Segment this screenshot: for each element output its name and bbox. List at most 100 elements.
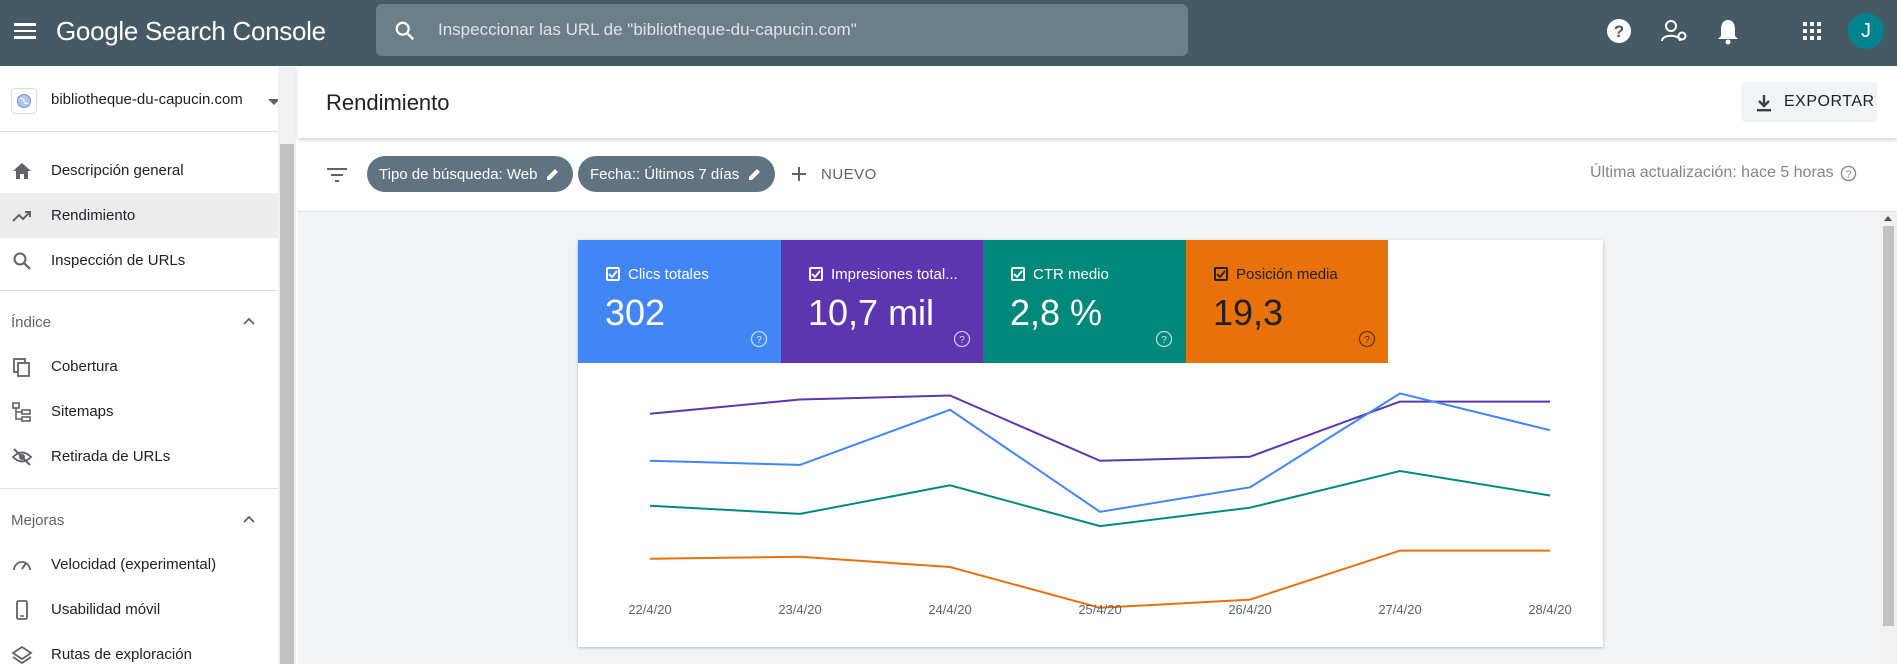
sidebar-item-url-inspection[interactable]: Inspección de URLs	[0, 238, 278, 283]
x-tick-label: 23/4/20	[778, 602, 821, 617]
section-enhancements-header[interactable]: Mejoras	[0, 498, 278, 542]
main-menu-icon[interactable]	[12, 19, 38, 45]
download-icon	[1757, 95, 1771, 112]
export-button[interactable]: EXPORTAR	[1741, 82, 1877, 122]
search-icon	[395, 21, 415, 41]
help-circle-icon[interactable]: ?	[1840, 165, 1857, 182]
coverage-icon	[13, 358, 30, 377]
chart-series-line	[649, 469, 1551, 528]
account-avatar[interactable]: J	[1848, 13, 1884, 49]
help-circle-icon[interactable]: ?	[1155, 330, 1173, 348]
divider	[0, 488, 278, 489]
section-title: Mejoras	[11, 512, 65, 529]
chevron-up-icon	[243, 317, 255, 325]
visibility-off-icon	[11, 448, 33, 466]
filter-bar: Tipo de búsqueda: Web Fecha:: Últimos 7 …	[298, 138, 1897, 212]
metric-label: Posición media	[1236, 266, 1338, 283]
checkbox-checked-icon[interactable]	[1214, 267, 1228, 281]
divider	[0, 290, 278, 291]
sidebar-item-overview[interactable]: Descripción general	[0, 148, 278, 193]
checkbox-checked-icon[interactable]	[606, 267, 620, 281]
sidebar-item-performance[interactable]: Rendimiento	[0, 193, 278, 238]
chart-series-line	[649, 392, 1551, 513]
search-type-filter-chip[interactable]: Tipo de búsqueda: Web	[367, 156, 574, 192]
property-selector[interactable]: bibliotheque-du-capucin.com	[0, 66, 279, 132]
top-bar: Google Search Console ? J	[0, 0, 1897, 66]
scrollbar-thumb[interactable]	[280, 144, 294, 664]
chart-series-3	[649, 549, 1551, 609]
metric-average-position[interactable]: Posición media 19,3 ?	[1186, 240, 1388, 363]
smartphone-icon	[16, 600, 28, 620]
sidebar-item-removals[interactable]: Retirada de URLs	[0, 434, 278, 479]
dropdown-caret-icon	[268, 99, 279, 105]
plus-icon	[792, 167, 806, 181]
help-circle-icon[interactable]: ?	[750, 330, 768, 348]
metric-value: 2,8 %	[1010, 292, 1103, 333]
app-title[interactable]: Google Search Console	[56, 16, 326, 46]
manage-users-icon[interactable]	[1659, 16, 1689, 46]
main-scrollbar[interactable]	[1880, 212, 1897, 664]
sitemap-icon	[12, 402, 31, 422]
property-name: bibliotheque-du-capucin.com	[51, 91, 243, 108]
search-icon	[13, 252, 31, 270]
section-index-header[interactable]: Índice	[0, 300, 278, 344]
metric-total-clicks[interactable]: Clics totales 302 ?	[578, 240, 781, 363]
chevron-up-icon	[243, 515, 255, 523]
section-title: Índice	[11, 314, 52, 331]
apps-icon[interactable]	[1797, 16, 1827, 46]
sidebar-item-mobile-usability[interactable]: Usabilidad móvil	[0, 587, 278, 632]
x-tick-label: 28/4/20	[1528, 602, 1571, 617]
chart-series-1	[649, 392, 1551, 513]
x-tick-label: 22/4/20	[628, 602, 671, 617]
svg-text:?: ?	[756, 335, 762, 346]
page-header: Rendimiento EXPORTAR	[298, 66, 1897, 138]
new-filter-label: NUEVO	[821, 165, 877, 183]
last-update-text: Última actualización: hace 5 horas	[1590, 164, 1834, 181]
metric-value: 19,3	[1213, 292, 1284, 333]
new-filter-button[interactable]: NUEVO	[790, 162, 877, 186]
checkbox-checked-icon[interactable]	[809, 267, 823, 281]
metric-average-ctr[interactable]: CTR medio 2,8 % ?	[983, 240, 1186, 363]
metric-total-impressions[interactable]: Impresiones total... 10,7 mil ?	[781, 240, 983, 363]
performance-card: Clics totales 302 ? Impresiones total...…	[578, 240, 1603, 647]
page-title: Rendimiento	[326, 90, 450, 115]
svg-text:?: ?	[959, 335, 965, 346]
date-filter-chip[interactable]: Fecha:: Últimos 7 días	[578, 156, 776, 192]
sidebar: bibliotheque-du-capucin.com Descripción …	[0, 66, 280, 664]
filter-icon[interactable]	[326, 166, 348, 184]
sidebar-item-label: Retirada de URLs	[51, 448, 171, 465]
globe-icon	[11, 88, 37, 114]
home-icon	[13, 163, 31, 179]
sidebar-item-label: Sitemaps	[51, 403, 114, 420]
checkbox-checked-icon[interactable]	[1011, 267, 1025, 281]
help-icon[interactable]: ?	[1604, 16, 1634, 46]
sidebar-item-speed[interactable]: Velocidad (experimental)	[0, 542, 278, 587]
svg-text:?: ?	[1364, 335, 1370, 346]
metric-label: Impresiones total...	[831, 266, 958, 283]
chip-label: Tipo de búsqueda: Web	[379, 165, 538, 183]
export-label: EXPORTAR	[1784, 93, 1875, 110]
url-inspection-input[interactable]	[438, 14, 1158, 46]
svg-text:?: ?	[1614, 22, 1624, 41]
chart-series-line	[649, 549, 1550, 609]
help-circle-icon[interactable]: ?	[953, 330, 971, 348]
svg-text:?: ?	[1845, 169, 1851, 180]
scrollbar-thumb[interactable]	[1883, 226, 1894, 626]
svg-text:?: ?	[1161, 335, 1167, 346]
chip-label: Fecha:: Últimos 7 días	[590, 165, 740, 183]
x-tick-label: 25/4/20	[1078, 602, 1121, 617]
sidebar-item-breadcrumbs[interactable]: Rutas de exploración	[0, 632, 278, 664]
sidebar-item-label: Rendimiento	[51, 207, 136, 224]
performance-line-chart: 22/4/20 23/4/20 24/4/20 25/4/20 26/4/20 27/4/…	[628, 392, 1572, 617]
help-circle-icon[interactable]: ?	[1358, 330, 1376, 348]
sidebar-scrollbar[interactable]	[278, 66, 296, 664]
sidebar-item-coverage[interactable]: Cobertura	[0, 344, 278, 389]
url-inspection-search[interactable]	[376, 4, 1188, 56]
scroll-up-arrow-icon[interactable]	[1884, 216, 1892, 221]
sidebar-item-sitemaps[interactable]: Sitemaps	[0, 389, 278, 434]
layers-icon	[11, 645, 33, 664]
sidebar-item-label: Usabilidad móvil	[51, 601, 161, 618]
notifications-icon[interactable]	[1713, 16, 1743, 46]
metric-value: 10,7 mil	[808, 292, 935, 333]
x-tick-label: 27/4/20	[1378, 602, 1421, 617]
